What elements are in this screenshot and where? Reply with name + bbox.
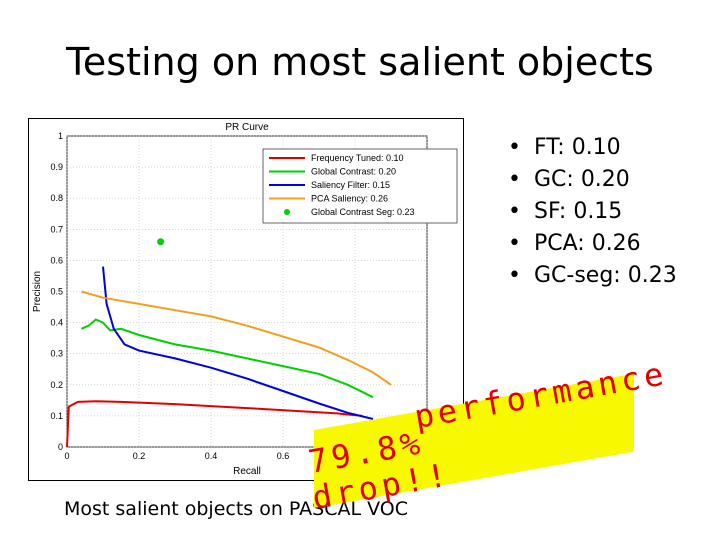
bullet-dot-icon: •: [508, 167, 521, 192]
bullet-text: FT: 0.10: [534, 135, 621, 160]
y-tick-label: 0.7: [50, 224, 63, 234]
y-tick-label: 1: [58, 131, 63, 141]
slide-title: Testing on most salient objects: [66, 40, 654, 84]
metric-bullet: • FT: 0.10: [508, 132, 677, 164]
x-tick-label: 0.6: [277, 451, 290, 461]
legend-entry: PCA Saliency: 0.26: [311, 194, 388, 204]
x-tick-label: 0: [64, 451, 69, 461]
pr-curve-chart: 00.20.40.60.8100.10.20.30.40.50.60.70.80…: [28, 118, 464, 481]
y-tick-label: 0.4: [50, 318, 63, 328]
metric-bullet: • GC-seg: 0.23: [508, 260, 677, 292]
series-point: [157, 238, 165, 246]
y-tick-label: 0.2: [50, 380, 63, 390]
legend-entry: Global Contrast: 0.20: [311, 167, 396, 177]
metric-bullet: • PCA: 0.26: [508, 228, 677, 260]
metric-bullet: • GC: 0.20: [508, 164, 677, 196]
metric-bullet-list: • FT: 0.10 • GC: 0.20 • SF: 0.15 • PCA: 0.26 • GC…: [508, 132, 677, 292]
bullet-dot-icon: •: [508, 135, 521, 160]
bullet-dot-icon: •: [508, 199, 521, 224]
bullet-text: GC: 0.20: [534, 167, 630, 192]
y-tick-label: 0: [58, 442, 63, 452]
series-line: [81, 318, 374, 399]
series-line: [66, 400, 363, 448]
bullet-text: SF: 0.15: [534, 199, 623, 224]
y-tick-label: 0.5: [50, 287, 63, 297]
legend-marker: [284, 209, 290, 215]
x-tick-label: 0.2: [133, 451, 146, 461]
y-tick-label: 0.1: [50, 411, 63, 421]
metric-bullet: • SF: 0.15: [508, 196, 677, 228]
series-line: [102, 266, 374, 420]
chart-title: PR Curve: [225, 122, 269, 133]
bullet-dot-icon: •: [508, 231, 521, 256]
y-tick-label: 0.9: [50, 162, 63, 172]
x-tick-label: 0.4: [205, 451, 218, 461]
x-axis-label: Recall: [233, 466, 261, 477]
bullet-text: GC-seg: 0.23: [534, 263, 677, 288]
bullet-dot-icon: •: [508, 263, 521, 288]
legend-entry: Global Contrast Seg: 0.23: [311, 207, 415, 217]
bullet-text: PCA: 0.26: [534, 231, 641, 256]
y-tick-label: 0.6: [50, 255, 63, 265]
series-line: [81, 290, 392, 386]
y-axis-label: Precision: [32, 271, 43, 312]
legend-entry: Saliency Filter: 0.15: [311, 180, 390, 190]
y-tick-label: 0.3: [50, 349, 63, 359]
legend-entry: Frequency Tuned: 0.10: [311, 153, 404, 163]
y-tick-label: 0.8: [50, 193, 63, 203]
